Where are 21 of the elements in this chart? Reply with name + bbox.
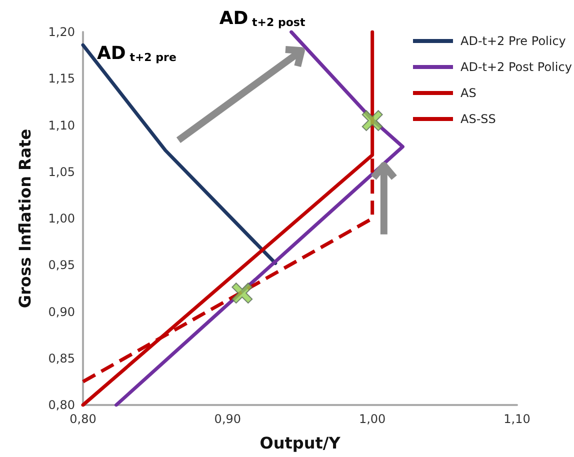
y-tick-label: 1,20 (48, 25, 75, 39)
y-tick-label: 0,85 (48, 351, 75, 366)
legend-label: AD-t+2 Post Policy (460, 60, 572, 74)
y-tick-label: 1,05 (48, 164, 75, 179)
y-tick-label: 0,95 (48, 258, 75, 272)
legend-label: AD-t+2 Pre Policy (460, 34, 566, 48)
x-tick-label: 0,80 (70, 412, 96, 426)
y-axis-title: Gross Inflation Rate (16, 128, 34, 308)
x-tick-label: 1,00 (358, 412, 386, 426)
legend-label: AS (460, 86, 476, 100)
y-tick-label: 1,15 (48, 72, 75, 86)
y-tick-label: 0,80 (48, 398, 75, 412)
annotation: AD$_{t+2 pre}$ (97, 43, 176, 64)
x-axis-title: Output/Y (260, 434, 341, 452)
legend-label: AS-SS (460, 112, 496, 126)
y-tick-label: 0,90 (48, 304, 75, 319)
x-tick-label: 0,90 (214, 412, 242, 426)
y-tick-label: 1,10 (48, 118, 75, 132)
annotation: AD$_{t+2 post}$ (219, 8, 306, 29)
y-tick-label: 1,00 (48, 212, 75, 226)
x-tick-label: 1,10 (504, 412, 530, 426)
